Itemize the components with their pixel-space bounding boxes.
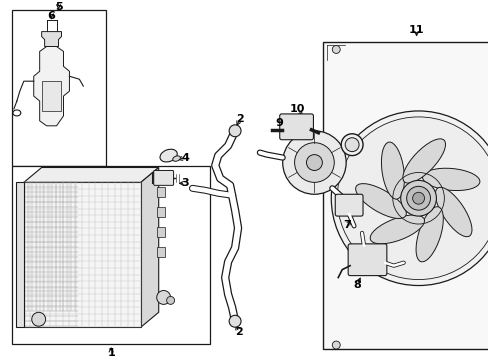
- Text: 8: 8: [353, 279, 361, 289]
- FancyBboxPatch shape: [335, 194, 363, 216]
- Ellipse shape: [381, 142, 404, 199]
- Circle shape: [401, 180, 437, 216]
- Bar: [157, 207, 165, 217]
- Bar: [24, 183, 141, 327]
- Text: 2: 2: [236, 114, 244, 124]
- Circle shape: [332, 45, 340, 53]
- Polygon shape: [141, 167, 159, 327]
- Circle shape: [294, 143, 334, 183]
- Circle shape: [337, 117, 490, 280]
- Ellipse shape: [356, 184, 406, 219]
- Circle shape: [157, 291, 171, 304]
- Circle shape: [331, 111, 490, 285]
- Circle shape: [167, 296, 174, 304]
- Text: 6: 6: [48, 11, 55, 21]
- Ellipse shape: [341, 134, 363, 156]
- Text: 2: 2: [235, 327, 243, 337]
- Ellipse shape: [403, 139, 445, 183]
- FancyBboxPatch shape: [348, 244, 387, 276]
- Text: 3: 3: [182, 178, 189, 188]
- Bar: [12, 10, 106, 166]
- Ellipse shape: [345, 138, 359, 152]
- Circle shape: [332, 341, 340, 349]
- Circle shape: [307, 154, 322, 171]
- Polygon shape: [24, 167, 159, 183]
- Ellipse shape: [173, 156, 180, 161]
- Circle shape: [32, 312, 46, 326]
- Ellipse shape: [370, 215, 424, 244]
- Circle shape: [229, 125, 241, 137]
- Bar: [323, 41, 490, 349]
- Circle shape: [407, 186, 431, 210]
- Ellipse shape: [422, 168, 480, 190]
- Polygon shape: [42, 32, 62, 46]
- Bar: [16, 183, 24, 327]
- Text: 7: 7: [343, 220, 351, 230]
- Polygon shape: [34, 46, 70, 126]
- Bar: [157, 227, 165, 237]
- FancyBboxPatch shape: [280, 114, 314, 140]
- Text: 10: 10: [290, 104, 305, 114]
- Bar: [157, 247, 165, 257]
- Bar: [157, 187, 165, 197]
- Text: 9: 9: [276, 118, 284, 128]
- Text: 1: 1: [107, 348, 115, 358]
- Bar: [42, 81, 62, 111]
- Ellipse shape: [160, 149, 177, 162]
- FancyBboxPatch shape: [154, 171, 173, 185]
- Text: 4: 4: [182, 153, 190, 163]
- Text: 5: 5: [55, 2, 62, 12]
- Text: 11: 11: [409, 24, 424, 35]
- Circle shape: [229, 315, 241, 327]
- Ellipse shape: [416, 207, 443, 262]
- Circle shape: [283, 131, 346, 194]
- Ellipse shape: [435, 187, 472, 237]
- Bar: [12, 166, 210, 344]
- Circle shape: [413, 192, 424, 204]
